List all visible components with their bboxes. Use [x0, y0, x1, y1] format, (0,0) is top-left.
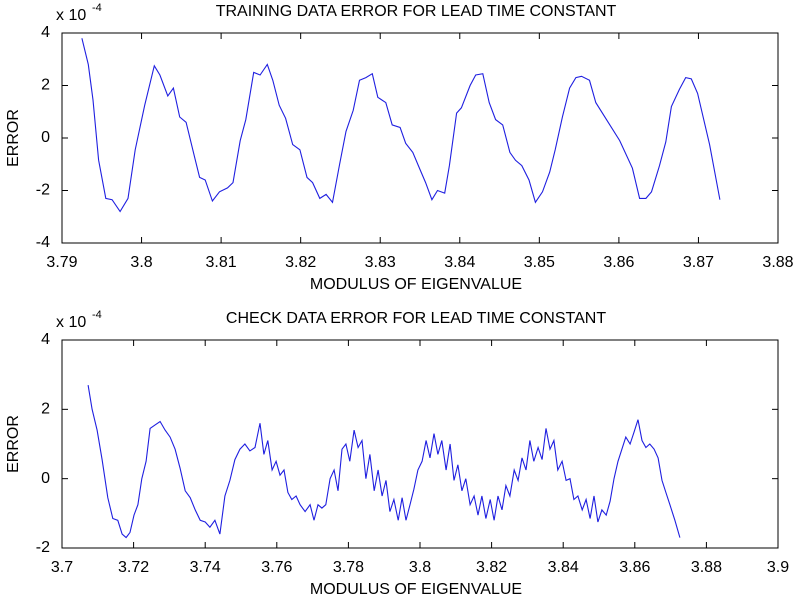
x-tick-label: 3.82 [476, 559, 507, 576]
x-tick-label: 3.84 [548, 559, 579, 576]
x-tick-label: 3.74 [190, 559, 221, 576]
y-axis-label: ERROR [5, 415, 22, 473]
x-tick-label: 3.88 [762, 254, 793, 271]
chart-title: CHECK DATA ERROR FOR LEAD TIME CONSTANT [226, 310, 606, 327]
y-scale-exponent: -4 [92, 309, 102, 321]
x-tick-label: 3.83 [365, 254, 396, 271]
y-tick-label: 0 [41, 129, 50, 146]
data-line [87, 385, 681, 539]
y-tick-label: -4 [36, 234, 50, 251]
x-tick-label: 3.86 [603, 254, 634, 271]
x-tick-label: 3.86 [619, 559, 650, 576]
x-tick-label: 3.8 [130, 254, 152, 271]
x-tick-label: 3.9 [767, 559, 789, 576]
x-tick-label: 3.76 [261, 559, 292, 576]
x-axis-label: MODULUS OF EIGENVALUE [310, 581, 522, 598]
y-tick-label: -2 [36, 182, 50, 199]
y-tick-label: 0 [41, 470, 50, 487]
x-tick-label: 3.7 [51, 559, 73, 576]
x-tick-label: 3.8 [409, 559, 431, 576]
y-axis-label: ERROR [5, 109, 22, 167]
data-line [81, 38, 721, 213]
y-tick-label: 2 [41, 401, 50, 418]
axes-box [61, 32, 779, 244]
x-tick-label: 3.72 [118, 559, 149, 576]
y-tick-label: 4 [41, 24, 50, 41]
x-tick-label: 3.87 [683, 254, 714, 271]
axes-box [61, 339, 779, 549]
x-tick-label: 3.81 [206, 254, 237, 271]
y-scale-exponent: -4 [92, 2, 102, 14]
x-tick-label: 3.85 [524, 254, 555, 271]
y-tick-label: 2 [41, 77, 50, 94]
y-tick-label: -2 [36, 539, 50, 556]
x-tick-label: 3.84 [444, 254, 475, 271]
x-tick-label: 3.82 [285, 254, 316, 271]
x-tick-label: 3.79 [46, 254, 77, 271]
y-tick-label: 4 [41, 331, 50, 348]
x-tick-label: 3.88 [691, 559, 722, 576]
y-scale-base: x 10 [56, 7, 86, 24]
chart-title: TRAINING DATA ERROR FOR LEAD TIME CONSTA… [216, 3, 617, 20]
y-scale-base: x 10 [56, 314, 86, 331]
x-tick-label: 3.78 [333, 559, 364, 576]
x-axis-label: MODULUS OF EIGENVALUE [310, 276, 522, 293]
